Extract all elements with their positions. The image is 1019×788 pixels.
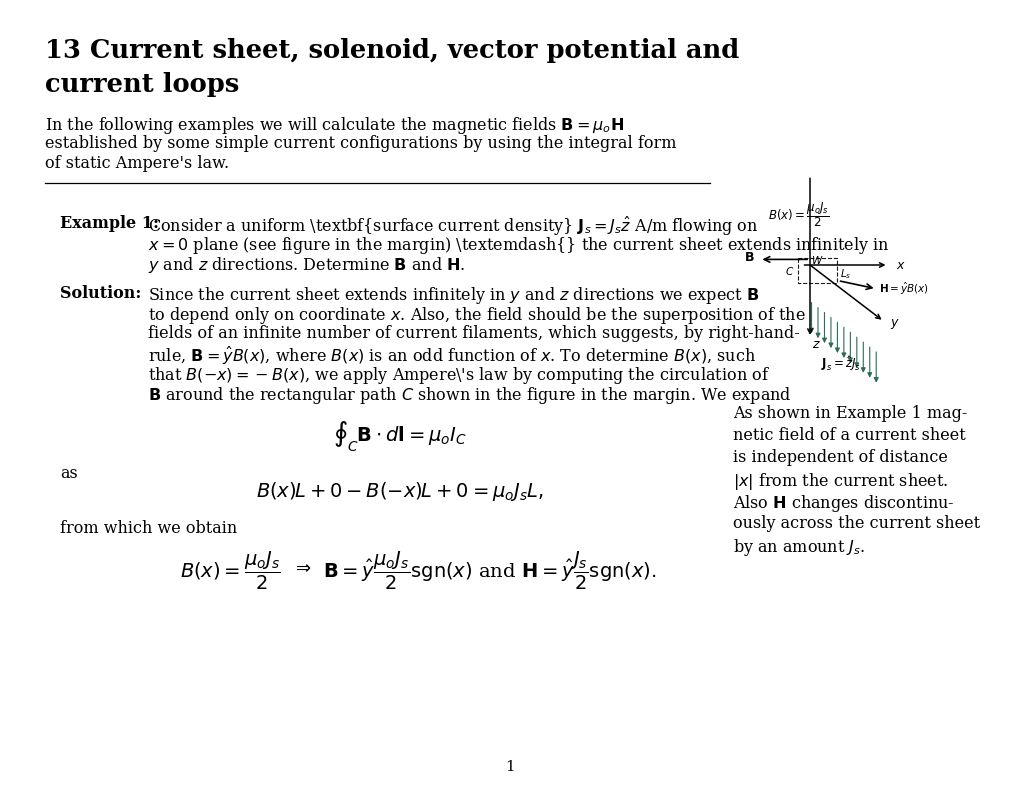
Text: netic field of a current sheet: netic field of a current sheet [733,427,965,444]
Text: Also $\mathbf{H}$ changes discontinu-: Also $\mathbf{H}$ changes discontinu- [733,493,954,514]
Text: $z$: $z$ [811,338,820,351]
Text: $\mathbf{H} = \hat{y}B(x)$: $\mathbf{H} = \hat{y}B(x)$ [878,281,928,297]
Text: as: as [60,465,77,482]
Text: $y$ and $z$ directions. Determine $\mathbf{B}$ and $\mathbf{H}$.: $y$ and $z$ directions. Determine $\math… [148,255,465,275]
Text: Solution:: Solution: [60,285,142,302]
Text: Since the current sheet extends infinitely in $y$ and $z$ directions we expect $: Since the current sheet extends infinite… [148,285,758,306]
Text: $B(x) = \dfrac{\mu_o J_s}{2}$: $B(x) = \dfrac{\mu_o J_s}{2}$ [767,201,828,229]
Text: $|x|$ from the current sheet.: $|x|$ from the current sheet. [733,471,948,492]
Text: 13 Current sheet, solenoid, vector potential and: 13 Current sheet, solenoid, vector poten… [45,38,739,63]
Text: As shown in Example 1 mag-: As shown in Example 1 mag- [733,405,966,422]
Text: $W$: $W$ [811,254,823,266]
Text: $\Rightarrow$: $\Rightarrow$ [291,558,312,576]
Text: Consider a uniform \textbf{surface current density} $\mathbf{J}_s = J_s\hat{z}$ : Consider a uniform \textbf{surface curre… [148,215,757,238]
Text: $\mathbf{B}$ around the rectangular path $C$ shown in the figure in the margin. : $\mathbf{B}$ around the rectangular path… [148,385,791,406]
Text: $x = 0$ plane (see figure in the margin) \textemdash{} the current sheet extends: $x = 0$ plane (see figure in the margin)… [148,235,889,256]
Text: established by some simple current configurations by using the integral form: established by some simple current confi… [45,135,676,152]
Text: from which we obtain: from which we obtain [60,520,237,537]
Text: that $B(-x) = -B(x)$, we apply Ampere\'s law by computing the circulation of: that $B(-x) = -B(x)$, we apply Ampere\'s… [148,365,769,386]
Text: current loops: current loops [45,72,239,97]
Text: $C$: $C$ [785,265,794,277]
Text: $B(x)L + 0 - B(-x)L + 0 = \mu_o J_s L,$: $B(x)L + 0 - B(-x)L + 0 = \mu_o J_s L,$ [256,480,543,503]
Text: by an amount $J_s$.: by an amount $J_s$. [733,537,864,558]
Text: $\mathbf{J}_s = \hat{z}J_s$: $\mathbf{J}_s = \hat{z}J_s$ [820,355,860,374]
Text: 1: 1 [504,760,515,774]
Text: rule, $\mathbf{B} = \hat{y}B(x)$, where $B(x)$ is an odd function of $x$. To det: rule, $\mathbf{B} = \hat{y}B(x)$, where … [148,345,755,367]
Text: ously across the current sheet: ously across the current sheet [733,515,979,532]
Text: In the following examples we will calculate the magnetic fields $\mathbf{B} = \m: In the following examples we will calcul… [45,115,624,136]
Text: to depend only on coordinate $x$. Also, the field should be the superposition of: to depend only on coordinate $x$. Also, … [148,305,805,326]
Text: Example 1:: Example 1: [60,215,159,232]
Text: $\mathbf{B} = \hat{y}\dfrac{\mu_o J_s}{2}\mathrm{sgn}(x)$ and $\mathbf{H} = \hat: $\mathbf{B} = \hat{y}\dfrac{\mu_o J_s}{2… [323,550,656,592]
Text: $\mathbf{B}$: $\mathbf{B}$ [743,251,754,264]
Text: $B(x) = \dfrac{\mu_o J_s}{2}$: $B(x) = \dfrac{\mu_o J_s}{2}$ [179,550,280,592]
Text: fields of an infinite number of current filaments, which suggests, by right-hand: fields of an infinite number of current … [148,325,799,342]
Text: $y$: $y$ [890,317,899,331]
Text: of static Ampere's law.: of static Ampere's law. [45,155,229,172]
Text: $\oint_C \mathbf{B} \cdot d\mathbf{l} = \mu_o I_C$: $\oint_C \mathbf{B} \cdot d\mathbf{l} = … [333,420,467,455]
Text: $L_s$: $L_s$ [839,267,851,281]
Text: $x$: $x$ [895,258,905,272]
Text: is independent of distance: is independent of distance [733,449,947,466]
